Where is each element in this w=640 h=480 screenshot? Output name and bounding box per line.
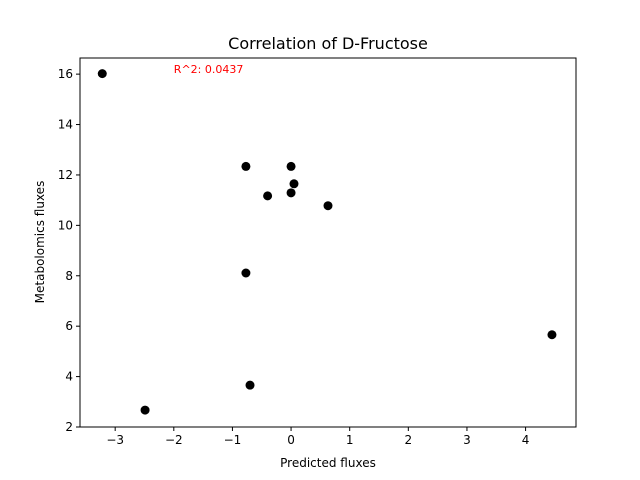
y-tick-label: 12 — [58, 168, 73, 182]
data-point — [97, 69, 107, 79]
x-tick-label: −3 — [106, 433, 124, 447]
x-tick-label: 4 — [522, 433, 530, 447]
y-tick-label: 4 — [65, 370, 73, 384]
y-tick-label: 8 — [65, 269, 73, 283]
x-tick-label: 2 — [405, 433, 413, 447]
x-tick-label: 1 — [346, 433, 354, 447]
data-point — [241, 268, 251, 278]
y-tick-label: 16 — [58, 67, 73, 81]
data-point — [289, 179, 299, 189]
y-axis: 2 4 6 8 10 12 14 16 — [58, 67, 80, 434]
data-point — [245, 380, 255, 390]
data-point — [323, 201, 333, 211]
x-axis: −3 −2 −1 0 1 2 3 4 — [106, 427, 529, 447]
data-point — [286, 161, 296, 171]
data-point — [263, 191, 273, 201]
y-axis-label: Metabolomics fluxes — [33, 181, 47, 304]
plot-frame — [79, 57, 577, 428]
data-point — [547, 330, 557, 340]
data-point — [286, 188, 296, 198]
y-tick-label: 6 — [65, 319, 73, 333]
data-point — [140, 405, 150, 415]
r-squared-annotation: R^2: 0.0437 — [174, 63, 244, 76]
y-tick-label: 10 — [58, 218, 73, 232]
chart-title: Correlation of D-Fructose — [228, 34, 428, 53]
y-tick-label: 2 — [65, 420, 73, 434]
y-tick-label: 14 — [58, 118, 73, 132]
data-points — [97, 69, 557, 415]
x-tick-label: 3 — [463, 433, 471, 447]
x-tick-label: −1 — [224, 433, 242, 447]
data-point — [241, 161, 251, 171]
x-tick-label: 0 — [287, 433, 295, 447]
x-tick-label: −2 — [165, 433, 183, 447]
x-axis-label: Predicted fluxes — [280, 456, 376, 470]
